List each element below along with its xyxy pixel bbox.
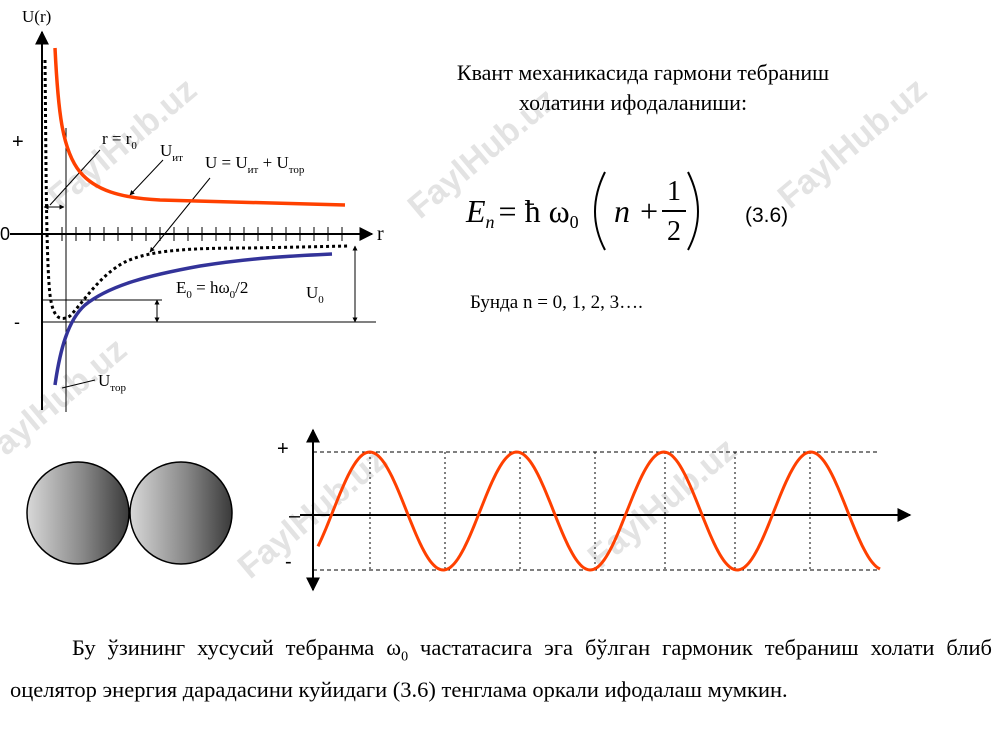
u-it-label: Uит: [160, 141, 183, 164]
potential-diagram: [10, 30, 376, 412]
heading-line: холатини ифодаланиши:: [519, 90, 747, 115]
leader: [61, 379, 96, 389]
total-curve: [43, 59, 351, 320]
formula-lhs: En = ħ ω0: [465, 193, 579, 232]
paren: [687, 171, 699, 251]
paragraph: Бу ўзининг хусусий тебранма ω0 частатаси…: [10, 632, 992, 706]
watermark: FaylHub.uz: [771, 70, 934, 216]
text: Бу ўзининг хусусий тебранма ω: [72, 635, 402, 660]
equation-number: (3.6): [745, 204, 788, 227]
plus-label: +: [12, 131, 24, 153]
formula-numerator: 1: [667, 176, 681, 207]
text: частатасига эга бўлган гармоник тебраниш…: [10, 635, 993, 702]
e0-label: E0 = hω0/2: [176, 278, 248, 301]
repulsive-curve: [53, 47, 346, 207]
atom: [26, 461, 130, 565]
formula: En = ħ ω0 n + 1 2: [465, 171, 699, 251]
attractive-curve: [53, 252, 333, 386]
heading: Квант механикасида гармони тебраниш хола…: [457, 60, 829, 115]
r0-label: r = r0: [102, 129, 137, 152]
amplitude-lines: [313, 451, 880, 571]
formula-n: n +: [614, 193, 660, 229]
minus-label: -: [14, 312, 20, 332]
subscript: 0: [401, 649, 409, 665]
formula-denominator: 2: [667, 216, 681, 247]
y-axis-label: U(r): [22, 7, 51, 26]
u-tor-label: Uтор: [98, 371, 126, 394]
note: Бунда n = 0, 1, 2, 3….: [470, 292, 643, 313]
leader: [49, 149, 101, 206]
axis-ticks: [61, 227, 343, 241]
x-axis-label: r: [377, 223, 384, 245]
wave-curve: [316, 450, 881, 572]
watermark: FaylHub.uz: [0, 330, 134, 476]
wave-plus: +: [277, 438, 289, 460]
wave-minus: -: [285, 551, 292, 573]
leader: [129, 159, 164, 196]
leader: [149, 177, 211, 253]
diagram-labels: U(r) + 0 - r r = r0 Uит U = Uит + Uтор E…: [0, 7, 384, 394]
wave-zero: –: [289, 505, 301, 527]
atom: [129, 461, 233, 565]
u0-label: U0: [306, 283, 324, 306]
u-sum-label: U = Uит + Uтор: [205, 153, 305, 176]
heading-line: Квант механикасида гармони тебраниш: [457, 60, 829, 85]
wave-diagram: [300, 428, 912, 592]
zero-label: 0: [0, 224, 10, 244]
paren: [594, 171, 606, 251]
